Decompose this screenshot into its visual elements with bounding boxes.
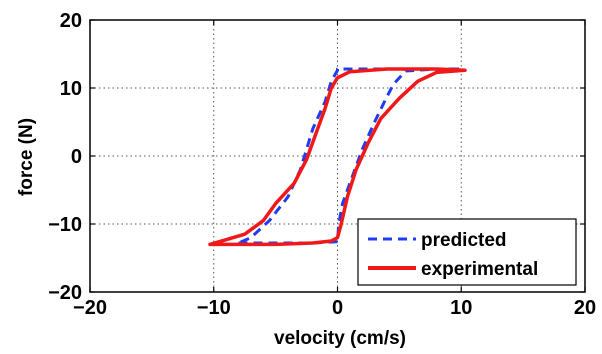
x-tick-label: 10 xyxy=(450,297,472,319)
y-tick-label: −20 xyxy=(48,282,82,304)
x-tick-label: 20 xyxy=(574,297,596,319)
legend-label-experimental: experimental xyxy=(421,259,538,280)
plot-area: −20 −10 0 10 2020100−10−20predictedexperimen… xyxy=(48,10,596,319)
x-tick-label: 0 xyxy=(332,297,343,319)
y-tick-label: −10 xyxy=(48,214,82,236)
legend-label-predicted: predicted xyxy=(421,230,507,251)
x-tick-label: −10 xyxy=(197,297,231,319)
y-tick-label: 0 xyxy=(71,146,82,168)
y-tick-label: 10 xyxy=(60,78,82,100)
y-tick-label: 20 xyxy=(60,10,82,32)
x-axis-label: velocity (cm/s) xyxy=(274,328,406,349)
y-axis-label: force (N) xyxy=(16,118,37,196)
legend: predicted experimental xyxy=(358,219,576,285)
